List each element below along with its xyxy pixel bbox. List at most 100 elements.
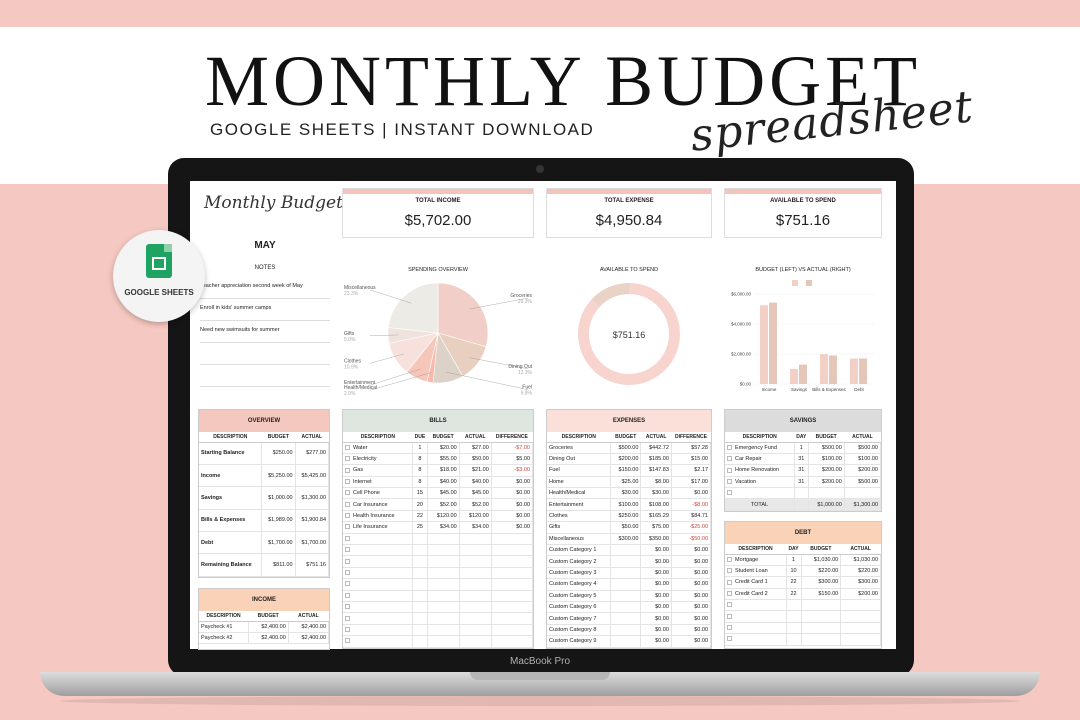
checkbox[interactable] [345,615,350,621]
table-cell[interactable]: Mortgage [725,554,787,566]
table-cell[interactable]: $1,030.00 [840,554,881,566]
table-cell[interactable]: $50.00 [610,521,642,534]
table-cell[interactable]: Life Insurance [343,521,414,534]
table-cell[interactable]: $120.00 [459,510,492,523]
empty-cell[interactable] [459,624,492,637]
table-cell[interactable]: $0.00 [640,578,672,591]
table-cell[interactable]: $200.00 [844,464,882,477]
checkbox[interactable] [727,613,732,619]
checkbox[interactable] [345,467,350,473]
table-cell[interactable]: $5,425.00 [295,464,330,488]
empty-cell[interactable] [427,601,460,614]
table-cell[interactable]: $84.71 [671,510,711,523]
table-cell[interactable]: $45.00 [427,487,460,500]
empty-cell[interactable] [343,647,414,648]
empty-cell[interactable] [343,533,414,546]
empty-cell[interactable] [786,622,802,635]
table-cell[interactable]: $150.00 [610,464,642,477]
table-cell[interactable]: $150.00 [801,588,842,601]
table-cell[interactable]: 31 [794,476,809,489]
empty-cell[interactable] [412,624,428,637]
empty-cell[interactable] [412,612,428,625]
table-cell[interactable]: $1,300.00 [295,486,330,510]
empty-cell[interactable] [801,622,842,635]
table-cell[interactable]: -$3.00 [491,464,533,477]
empty-cell[interactable] [840,622,881,635]
empty-cell[interactable] [412,635,428,648]
table-cell[interactable]: $442.72 [640,442,672,454]
table-cell[interactable]: -$7.00 [491,442,533,454]
table-cell[interactable]: $1,700.00 [295,531,330,555]
table-cell[interactable]: $0.00 [640,635,672,648]
table-cell[interactable]: Custom Category 5 [547,590,611,602]
table-cell[interactable]: $500.00 [610,442,642,454]
empty-cell[interactable] [786,633,802,646]
note-2[interactable]: Enroll in kids' summer camps [200,301,330,321]
table-cell[interactable]: $34.00 [427,521,460,534]
table-cell[interactable]: $0.00 [640,624,672,637]
empty-cell[interactable] [343,635,414,648]
empty-cell[interactable] [801,599,842,612]
table-cell[interactable]: $18.00 [427,464,460,477]
table-cell[interactable] [610,635,642,648]
table-cell[interactable]: $120.00 [427,510,460,523]
note-3[interactable]: Need new swimsuits for summer [200,323,330,343]
table-cell[interactable]: $500.00 [808,442,845,454]
empty-cell[interactable] [343,555,414,568]
table-cell[interactable]: $52.00 [459,498,492,511]
empty-cell[interactable] [725,610,787,623]
table-cell[interactable]: Gifts [547,521,611,534]
table-cell[interactable]: $0.00 [671,612,711,625]
table-cell[interactable]: 22 [412,510,428,523]
table-cell[interactable]: $57.28 [671,442,711,454]
table-cell[interactable]: $0.00 [671,567,711,580]
table-cell[interactable]: $200.00 [808,476,845,489]
table-cell[interactable]: Health/Medical [547,487,611,500]
empty-cell[interactable] [412,544,428,557]
table-cell[interactable]: $0.00 [671,601,711,614]
table-cell[interactable]: 8 [412,476,428,489]
checkbox[interactable] [345,490,350,496]
table-cell[interactable]: Custom Category 6 [547,601,611,614]
table-cell[interactable]: Starting Balance [199,442,263,465]
table-cell[interactable]: Custom Category 8 [547,624,611,637]
empty-cell[interactable] [491,590,533,602]
table-cell[interactable]: Custom Category 7 [547,612,611,625]
table-cell[interactable]: 1 [786,554,802,566]
empty-cell[interactable] [343,612,414,625]
empty-cell[interactable] [412,590,428,602]
table-cell[interactable]: $5,250.00 [261,464,296,488]
checkbox[interactable] [727,556,732,562]
table-cell[interactable]: Electricity [343,453,414,466]
empty-cell[interactable] [808,487,845,500]
table-cell[interactable]: Paycheck #2 [199,632,249,645]
table-cell[interactable]: Savings [199,486,263,510]
table-cell[interactable]: Custom Category 1 [547,544,611,557]
empty-cell[interactable] [840,610,881,623]
checkbox[interactable] [345,638,350,644]
table-cell[interactable]: $100.00 [844,453,882,466]
table-cell[interactable]: Groceries [547,442,611,454]
note-4[interactable] [200,345,330,365]
table-cell[interactable]: $52.00 [427,498,460,511]
checkbox[interactable] [345,558,350,564]
table-cell[interactable]: Car Insurance [343,498,414,511]
table-cell[interactable]: $20.00 [427,442,460,454]
empty-cell[interactable] [459,601,492,614]
empty-cell[interactable] [725,622,787,635]
empty-cell[interactable] [427,590,460,602]
empty-cell[interactable] [427,647,460,648]
table-cell[interactable] [610,612,642,625]
table-cell[interactable]: $200.00 [840,588,881,601]
table-cell[interactable]: $220.00 [840,565,881,578]
table-cell[interactable]: $0.00 [671,578,711,591]
table-cell[interactable]: 31 [794,453,809,466]
note-5[interactable] [200,367,330,387]
table-cell[interactable] [610,567,642,580]
table-cell[interactable]: $27.00 [459,442,492,454]
empty-cell[interactable] [459,647,492,648]
empty-cell[interactable] [412,578,428,591]
empty-cell[interactable] [491,635,533,648]
checkbox[interactable] [345,444,350,450]
table-cell[interactable]: $0.00 [491,487,533,500]
